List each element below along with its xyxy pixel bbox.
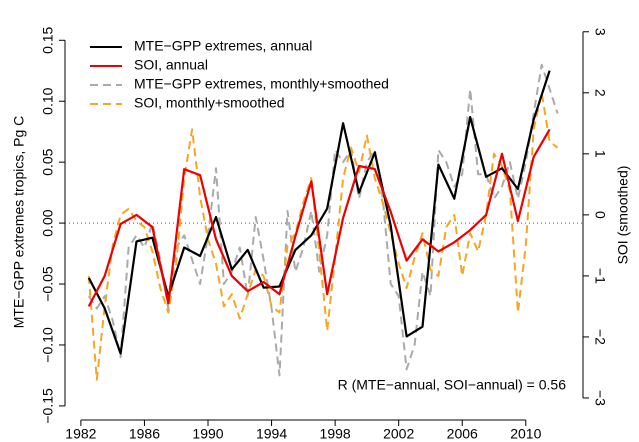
y-tick-label: 0.15 bbox=[40, 26, 56, 53]
y-axis-label: MTE−GPP extremes tropics, Pg C bbox=[11, 116, 27, 329]
y2-tick-label: 2 bbox=[592, 89, 608, 97]
legend-label: MTE−GPP extremes, annual bbox=[134, 38, 312, 54]
y-tick-label: 0.05 bbox=[40, 148, 56, 175]
x-tick-label: 2010 bbox=[510, 426, 541, 442]
y2-tick-label: 3 bbox=[592, 28, 608, 36]
legend-label: MTE−GPP extremes, monthly+smoothed bbox=[134, 76, 389, 92]
y2-tick-label: −2 bbox=[592, 329, 608, 345]
series-line bbox=[87, 128, 551, 307]
series-line bbox=[87, 70, 551, 355]
y-tick-label: −0.05 bbox=[40, 266, 56, 302]
y2-axis-label: SOI (smoothed) bbox=[615, 166, 631, 265]
x-tick-label: 2002 bbox=[383, 426, 414, 442]
legend-label: SOI, annual bbox=[134, 57, 208, 73]
y-tick-label: 0.00 bbox=[40, 209, 56, 236]
series-line bbox=[87, 63, 559, 377]
series-line bbox=[87, 91, 559, 381]
x-tick-label: 1982 bbox=[65, 426, 96, 442]
x-tick-label: 1994 bbox=[256, 426, 287, 442]
annotation: R (MTE−annual, SOI−annual) = 0.56 bbox=[338, 377, 567, 393]
x-tick-label: 2006 bbox=[447, 426, 478, 442]
y-tick-label: −0.15 bbox=[40, 388, 56, 424]
y2-tick-label: 0 bbox=[592, 211, 608, 219]
x-tick-label: 1990 bbox=[192, 426, 223, 442]
legend-label: SOI, monthly+smoothed bbox=[134, 95, 285, 111]
y2-tick-label: −1 bbox=[592, 268, 608, 284]
y2-tick-label: 1 bbox=[592, 150, 608, 158]
y-tick-label: 0.10 bbox=[40, 87, 56, 114]
y-tick-label: −0.10 bbox=[40, 327, 56, 363]
x-tick-label: 1986 bbox=[129, 426, 160, 442]
x-tick-label: 1998 bbox=[320, 426, 351, 442]
y2-tick-label: −3 bbox=[592, 390, 608, 406]
